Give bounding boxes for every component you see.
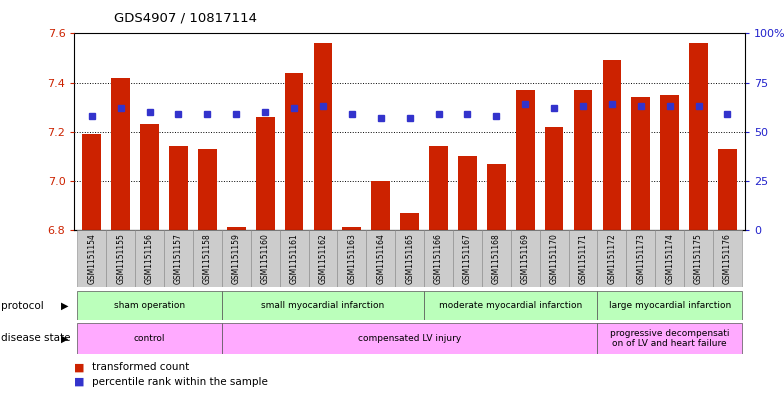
Text: compensated LV injury: compensated LV injury xyxy=(358,334,461,343)
Text: percentile rank within the sample: percentile rank within the sample xyxy=(92,377,267,387)
Text: GSM1151158: GSM1151158 xyxy=(203,233,212,283)
Text: GSM1151157: GSM1151157 xyxy=(174,233,183,284)
Bar xyxy=(372,181,390,230)
Bar xyxy=(429,147,448,230)
Text: GSM1151166: GSM1151166 xyxy=(434,233,443,284)
Bar xyxy=(78,230,107,287)
Bar xyxy=(718,149,737,230)
Bar xyxy=(597,323,742,354)
Text: GSM1151160: GSM1151160 xyxy=(260,233,270,284)
Bar xyxy=(539,230,568,287)
Text: GSM1151162: GSM1151162 xyxy=(318,233,328,283)
Text: GSM1151173: GSM1151173 xyxy=(637,233,645,284)
Text: moderate myocardial infarction: moderate myocardial infarction xyxy=(439,301,583,310)
Text: sham operation: sham operation xyxy=(114,301,185,310)
Bar xyxy=(424,291,597,320)
Text: ■: ■ xyxy=(74,377,85,387)
Text: ▶: ▶ xyxy=(60,301,68,310)
Text: protocol: protocol xyxy=(1,301,44,310)
Bar xyxy=(280,230,309,287)
Bar xyxy=(111,78,130,230)
Bar xyxy=(107,230,135,287)
Bar xyxy=(78,291,222,320)
Bar xyxy=(424,230,453,287)
Bar xyxy=(597,230,626,287)
Bar xyxy=(631,97,650,230)
Bar xyxy=(487,163,506,230)
Text: large myocardial infarction: large myocardial infarction xyxy=(608,301,731,310)
Bar xyxy=(401,213,419,230)
Bar xyxy=(337,230,366,287)
Bar xyxy=(78,323,222,354)
Text: GSM1151167: GSM1151167 xyxy=(463,233,472,284)
Text: GSM1151175: GSM1151175 xyxy=(694,233,703,284)
Bar xyxy=(568,230,597,287)
Bar xyxy=(222,230,251,287)
Bar xyxy=(227,228,245,230)
Text: small myocardial infarction: small myocardial infarction xyxy=(261,301,385,310)
Bar xyxy=(574,90,593,230)
Text: progressive decompensati
on of LV and heart failure: progressive decompensati on of LV and he… xyxy=(610,329,729,348)
Bar xyxy=(193,230,222,287)
Text: ▶: ▶ xyxy=(60,333,68,343)
Bar xyxy=(516,90,535,230)
Bar xyxy=(510,230,539,287)
Text: GSM1151155: GSM1151155 xyxy=(116,233,125,284)
Bar xyxy=(82,134,101,230)
Bar xyxy=(140,124,159,230)
Text: GSM1151174: GSM1151174 xyxy=(665,233,674,284)
Bar xyxy=(366,230,395,287)
Bar xyxy=(198,149,217,230)
Text: GSM1151154: GSM1151154 xyxy=(87,233,96,284)
Bar xyxy=(309,230,337,287)
Bar xyxy=(713,230,742,287)
Bar xyxy=(256,117,274,230)
Text: GDS4907 / 10817114: GDS4907 / 10817114 xyxy=(114,12,256,25)
Text: GSM1151176: GSM1151176 xyxy=(723,233,732,284)
Text: GSM1151161: GSM1151161 xyxy=(289,233,299,283)
Text: GSM1151171: GSM1151171 xyxy=(579,233,587,283)
Text: GSM1151156: GSM1151156 xyxy=(145,233,154,284)
Bar xyxy=(597,291,742,320)
Bar xyxy=(684,230,713,287)
Text: transformed count: transformed count xyxy=(92,362,189,373)
Text: control: control xyxy=(134,334,165,343)
Bar xyxy=(482,230,510,287)
Text: GSM1151159: GSM1151159 xyxy=(232,233,241,284)
Bar xyxy=(135,230,164,287)
Bar xyxy=(626,230,655,287)
Bar xyxy=(453,230,482,287)
Bar xyxy=(169,147,188,230)
Bar xyxy=(655,230,684,287)
Bar xyxy=(285,73,303,230)
Bar xyxy=(314,43,332,230)
Bar xyxy=(222,323,597,354)
Bar xyxy=(395,230,424,287)
Text: GSM1151172: GSM1151172 xyxy=(608,233,616,283)
Text: GSM1151164: GSM1151164 xyxy=(376,233,385,284)
Bar xyxy=(222,291,424,320)
Text: GSM1151169: GSM1151169 xyxy=(521,233,530,284)
Bar xyxy=(251,230,280,287)
Bar xyxy=(164,230,193,287)
Bar xyxy=(660,95,679,230)
Text: ■: ■ xyxy=(74,362,85,373)
Bar xyxy=(458,156,477,230)
Text: GSM1151165: GSM1151165 xyxy=(405,233,414,284)
Bar xyxy=(689,43,708,230)
Text: disease state: disease state xyxy=(1,333,71,343)
Bar xyxy=(343,228,361,230)
Text: GSM1151168: GSM1151168 xyxy=(492,233,501,283)
Bar xyxy=(602,61,621,230)
Text: GSM1151163: GSM1151163 xyxy=(347,233,357,284)
Text: GSM1151170: GSM1151170 xyxy=(550,233,559,284)
Bar xyxy=(545,127,564,230)
